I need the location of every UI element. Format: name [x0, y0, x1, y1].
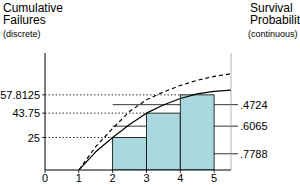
axis-title: SurvivalProbability: [250, 1, 300, 27]
y-grid-line: [45, 113, 146, 114]
bar: [146, 113, 180, 170]
x-tick-label: 0: [42, 172, 48, 184]
y-tick-label: 25: [28, 132, 40, 144]
x-tick-label: 5: [211, 172, 217, 184]
y-tick-label: 43.75: [12, 107, 40, 119]
axis-title: CumulativeFailures: [3, 1, 63, 27]
annotation: (continuous): [248, 29, 298, 39]
y-axis: [45, 53, 46, 170]
y-tick-label: 57.8125: [0, 89, 40, 101]
axis-title-line: Failures: [3, 13, 46, 27]
y-grid-line: [45, 94, 180, 95]
y2-tick-line: [113, 104, 238, 105]
annotation: (discrete): [3, 29, 41, 39]
axis-title-line: Probability: [250, 13, 300, 27]
marks: [79, 74, 231, 170]
bar: [180, 95, 214, 170]
x-tick-label: 2: [110, 172, 116, 184]
x-tick-label: 4: [177, 172, 183, 184]
x-tick-label: 1: [76, 172, 82, 184]
y2-axis: [231, 53, 232, 170]
x-axis: [45, 170, 231, 171]
y-grid-line: [45, 137, 113, 138]
bar: [113, 138, 147, 171]
y2-tick-label: .7788: [240, 148, 268, 160]
x-tick-label: 3: [143, 172, 149, 184]
line: [79, 90, 231, 170]
chart: CumulativeFailures SurvivalProbability (di…: [0, 0, 300, 185]
y2-tick-label: .6065: [240, 120, 268, 132]
line: [79, 74, 231, 170]
y2-tick-label: .4724: [240, 99, 268, 111]
